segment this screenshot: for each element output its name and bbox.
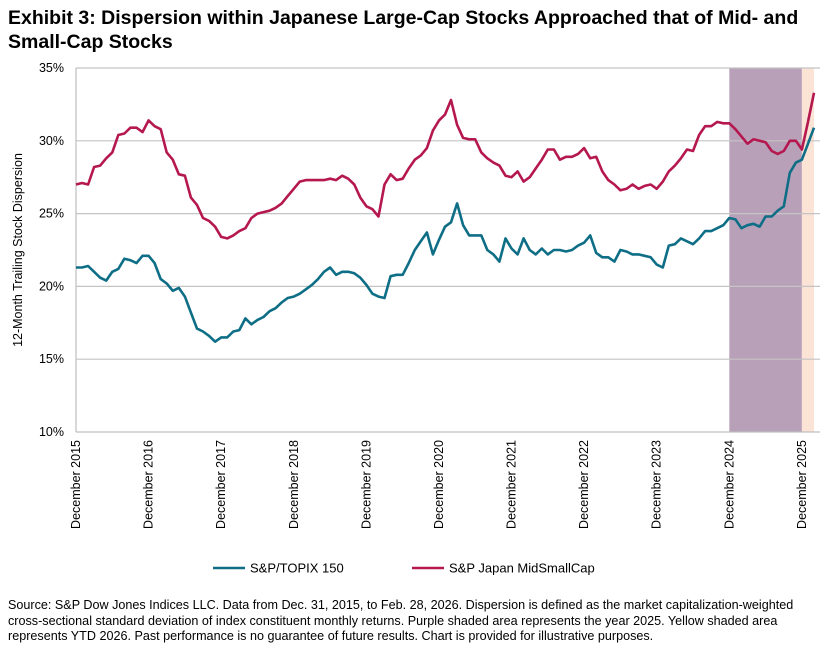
- legend-label: S&P/TOPIX 150: [250, 561, 344, 576]
- legend: S&P/TOPIX 150 S&P Japan MidSmallCap: [213, 561, 595, 576]
- shaded-region-0: [729, 68, 802, 432]
- x-tick-label: December 2023: [650, 440, 664, 529]
- x-tick-label: December 2020: [432, 440, 446, 529]
- series-line-0: [76, 127, 816, 344]
- x-tick-label: December 2021: [505, 440, 519, 529]
- y-tick-label: 20%: [39, 279, 64, 293]
- y-tick-label: 25%: [39, 207, 64, 221]
- y-tick-label: 30%: [39, 134, 64, 148]
- y-tick-label: 15%: [39, 352, 64, 366]
- legend-item-1: S&P Japan MidSmallCap: [412, 561, 595, 576]
- y-tick-label: 10%: [39, 425, 64, 439]
- chart-title: Exhibit 3: Dispersion within Japanese La…: [8, 7, 799, 53]
- x-tick-label: December 2019: [359, 440, 373, 529]
- x-tick-label: December 2022: [577, 440, 591, 529]
- shaded-region-1: [801, 68, 814, 432]
- x-axis-ticks: December 2015 December 2016 December 2017 D…: [69, 440, 809, 529]
- x-tick-label: December 2025: [795, 440, 809, 529]
- shaded-regions: [729, 68, 814, 432]
- x-tick-label: December 2018: [287, 440, 301, 529]
- x-tick-label: December 2024: [722, 440, 736, 529]
- x-tick-label: December 2017: [214, 440, 228, 529]
- y-axis-ticks: 10% 15% 20% 25% 30% 35%: [39, 61, 64, 439]
- legend-item-0: S&P/TOPIX 150: [213, 561, 344, 576]
- x-tick-label: December 2016: [142, 440, 156, 529]
- gridlines: [75, 67, 820, 433]
- legend-label: S&P Japan MidSmallCap: [449, 561, 595, 576]
- series-line-1: [75, 92, 816, 240]
- series-lines: [75, 92, 816, 344]
- x-tick-label: December 2015: [69, 440, 83, 529]
- source-note: Source: S&P Dow Jones Indices LLC. Data …: [8, 598, 794, 644]
- y-tick-label: 35%: [39, 61, 64, 75]
- y-axis-label: 12-Month Trailing Stock Dispersion: [11, 153, 25, 347]
- line-chart: 10%15%20%25%30%35% December 2015 December…: [11, 61, 820, 576]
